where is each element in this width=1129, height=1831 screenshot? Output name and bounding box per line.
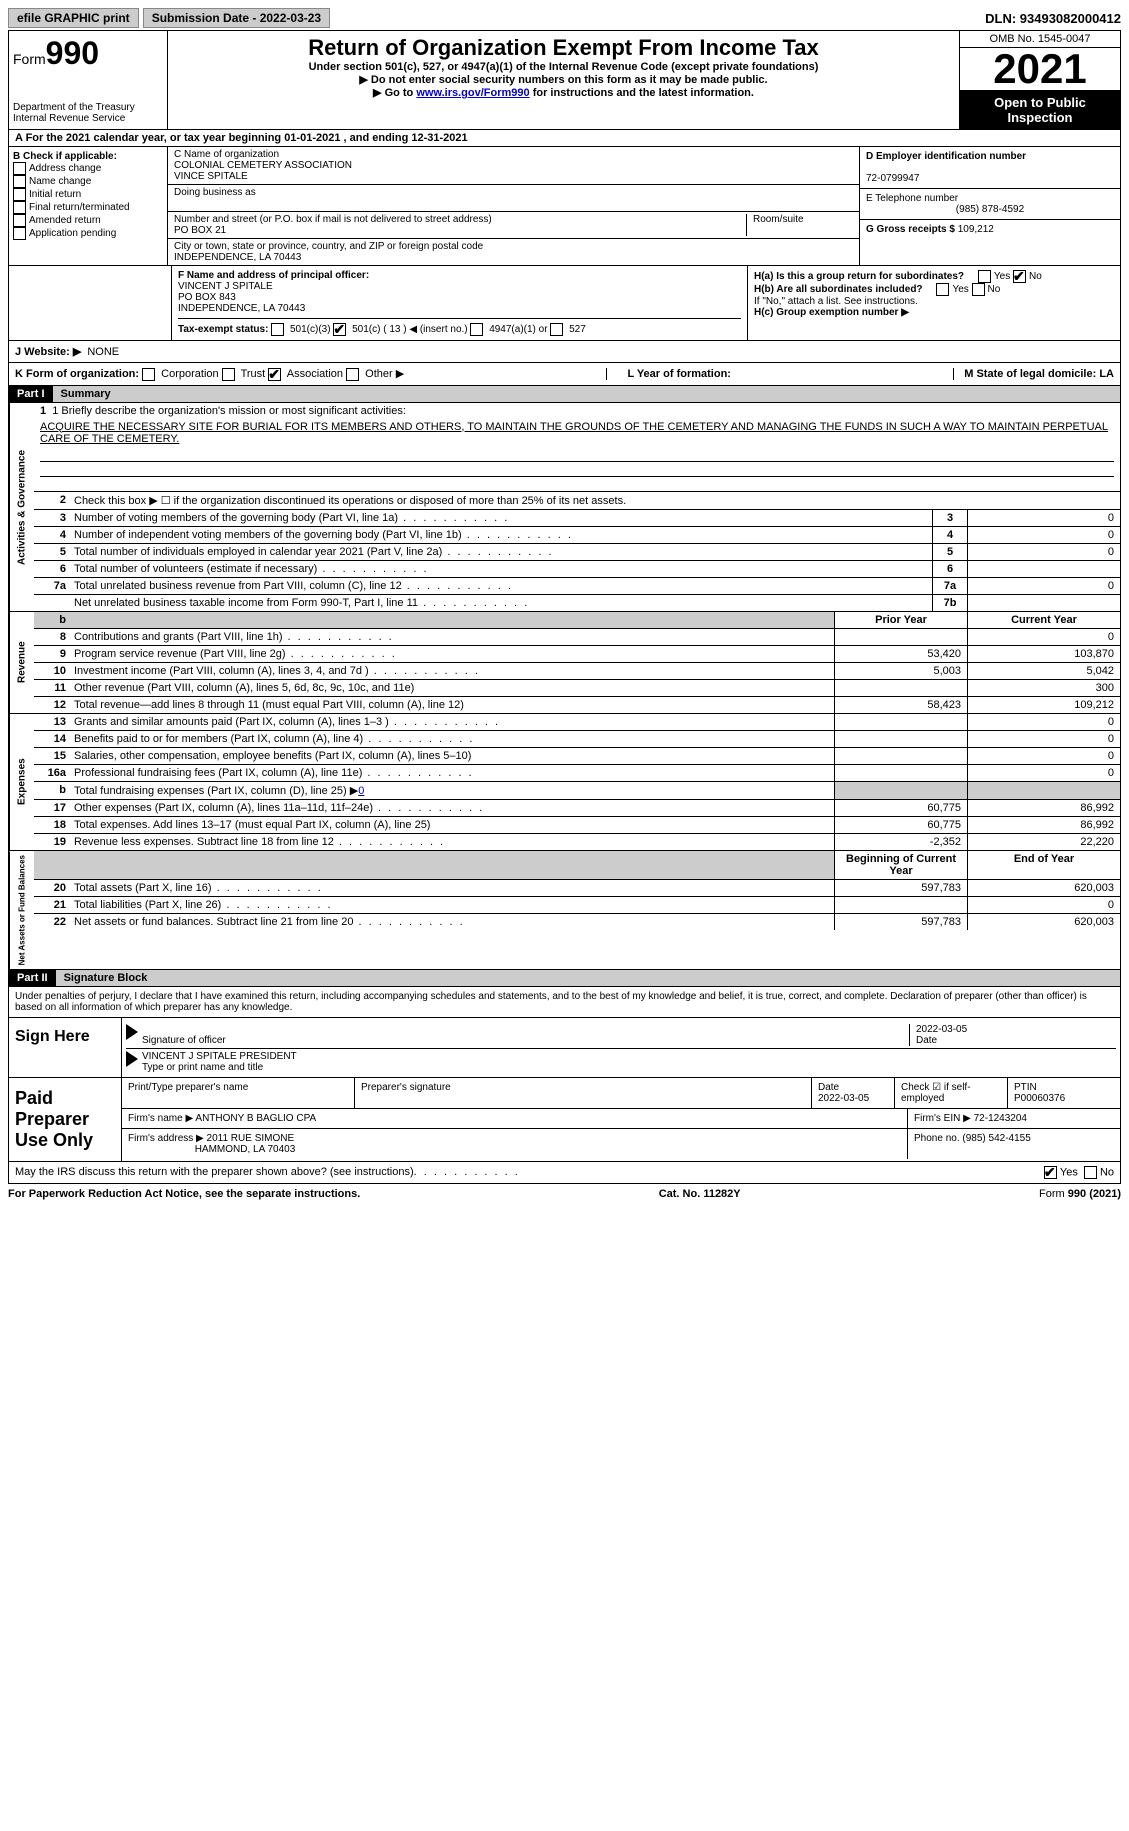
arrow-icon	[126, 1051, 138, 1067]
year-box: OMB No. 1545-0047 2021 Open to Public In…	[959, 31, 1120, 129]
gross-receipts: 109,212	[958, 224, 994, 235]
efile-button[interactable]: efile GRAPHIC print	[8, 8, 139, 28]
row-fgh: F Name and address of principal officer:…	[8, 266, 1121, 341]
side-net: Net Assets or Fund Balances	[9, 851, 34, 969]
application-pending-checkbox[interactable]	[13, 227, 26, 240]
final-return-checkbox[interactable]	[13, 201, 26, 214]
initial-return-checkbox[interactable]	[13, 188, 26, 201]
ein-value: 72-0799947	[866, 173, 919, 184]
title-box: Return of Organization Exempt From Incom…	[168, 31, 959, 129]
dln: DLN: 93493082000412	[985, 11, 1121, 26]
irs-label: Internal Revenue Service	[13, 113, 163, 124]
form-org-row: K Form of organization: Corporation Trus…	[8, 363, 1121, 386]
name-change-checkbox[interactable]	[13, 175, 26, 188]
firm-name: ANTHONY B BAGLIO CPA	[195, 1113, 316, 1124]
discuss-no[interactable]	[1084, 1166, 1097, 1179]
discuss-row: May the IRS discuss this return with the…	[8, 1162, 1121, 1184]
527-checkbox[interactable]	[550, 323, 563, 336]
side-revenue: Revenue	[9, 612, 34, 713]
hb-no[interactable]	[972, 283, 985, 296]
sign-here-label: Sign Here	[9, 1018, 122, 1077]
line7a-value: 0	[967, 578, 1120, 594]
form-990: 990	[46, 35, 99, 71]
org-address: PO BOX 21	[174, 225, 226, 236]
form-title: Return of Organization Exempt From Incom…	[172, 35, 955, 61]
line6-value	[967, 561, 1120, 577]
website-value: NONE	[87, 346, 119, 358]
form-subtitle: Under section 501(c), 527, or 4947(a)(1)…	[172, 61, 955, 73]
box-b: B Check if applicable: Address change Na…	[9, 147, 168, 265]
goto-note: ▶ Go to www.irs.gov/Form990 for instruct…	[172, 86, 955, 99]
org-city: INDEPENDENCE, LA 70443	[174, 252, 301, 263]
phone-value: (985) 878-4592	[866, 204, 1114, 215]
side-expenses: Expenses	[9, 714, 34, 850]
expenses-section: Expenses 13Grants and similar amounts pa…	[8, 714, 1121, 851]
line4-value: 0	[967, 527, 1120, 543]
dept-treasury: Department of the Treasury	[13, 102, 163, 113]
form-header: Form990 Department of the Treasury Inter…	[8, 30, 1121, 130]
ssn-note: ▶ Do not enter social security numbers o…	[172, 73, 955, 86]
footer: For Paperwork Reduction Act Notice, see …	[8, 1184, 1121, 1204]
org-name2: VINCE SPITALE	[174, 171, 248, 182]
amended-return-checkbox[interactable]	[13, 214, 26, 227]
part2-header: Part IISignature Block	[8, 970, 1121, 987]
sign-here-row: Sign Here Signature of officer 2022-03-0…	[8, 1018, 1121, 1078]
activities-governance: Activities & Governance 1 1 Briefly desc…	[8, 403, 1121, 612]
website-row: J Website: ▶ NONE	[8, 341, 1121, 363]
net-assets-section: Net Assets or Fund Balances Beginning of…	[8, 851, 1121, 970]
trust-checkbox[interactable]	[222, 368, 235, 381]
box-d: D Employer identification number 72-0799…	[859, 147, 1120, 265]
part1-header: Part ISummary	[8, 386, 1121, 403]
assoc-checkbox[interactable]	[268, 368, 281, 381]
top-bar: efile GRAPHIC print Submission Date - 20…	[8, 8, 1121, 28]
org-info-grid: B Check if applicable: Address change Na…	[8, 147, 1121, 266]
box-c: C Name of organization COLONIAL CEMETERY…	[168, 147, 859, 265]
declaration: Under penalties of perjury, I declare th…	[8, 987, 1121, 1018]
ha-no[interactable]	[1013, 270, 1026, 283]
officer-name: VINCENT J SPITALE	[178, 281, 273, 292]
line3-value: 0	[967, 510, 1120, 526]
line7b-value	[967, 595, 1120, 611]
revenue-section: Revenue bPrior YearCurrent Year 8Contrib…	[8, 612, 1121, 714]
address-change-checkbox[interactable]	[13, 162, 26, 175]
tax-year: 2021	[960, 48, 1120, 91]
side-governance: Activities & Governance	[9, 403, 34, 611]
hb-yes[interactable]	[936, 283, 949, 296]
officer-sig-name: VINCENT J SPITALE PRESIDENT	[142, 1051, 297, 1062]
preparer-label: Paid Preparer Use Only	[9, 1078, 122, 1161]
501c3-checkbox[interactable]	[271, 323, 284, 336]
open-public: Open to Public Inspection	[960, 91, 1120, 129]
other-checkbox[interactable]	[346, 368, 359, 381]
preparer-row: Paid Preparer Use Only Print/Type prepar…	[8, 1078, 1121, 1162]
irs-link[interactable]: www.irs.gov/Form990	[416, 87, 529, 99]
501c-checkbox[interactable]	[333, 323, 346, 336]
mission-text: ACQUIRE THE NECESSARY SITE FOR BURIAL FO…	[34, 419, 1120, 447]
submission-date: Submission Date - 2022-03-23	[143, 8, 330, 28]
line5-value: 0	[967, 544, 1120, 560]
ha-yes[interactable]	[978, 270, 991, 283]
org-name: COLONIAL CEMETERY ASSOCIATION	[174, 160, 352, 171]
arrow-icon	[126, 1024, 138, 1040]
4947-checkbox[interactable]	[470, 323, 483, 336]
form-number-box: Form990 Department of the Treasury Inter…	[9, 31, 168, 129]
corp-checkbox[interactable]	[142, 368, 155, 381]
section-a: A For the 2021 calendar year, or tax yea…	[8, 130, 1121, 147]
discuss-yes[interactable]	[1044, 1166, 1057, 1179]
